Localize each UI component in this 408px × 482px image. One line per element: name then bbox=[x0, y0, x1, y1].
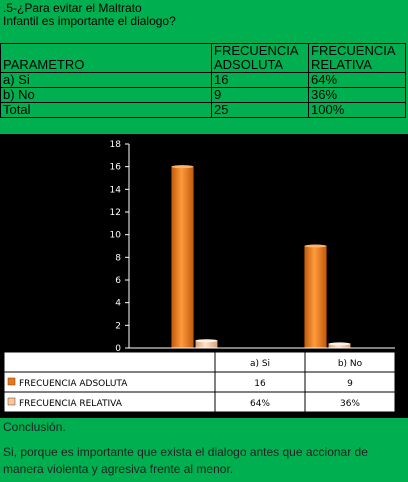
table-cell: 25 bbox=[211, 102, 309, 118]
table-cell: 9 bbox=[211, 87, 309, 103]
question-title: .5-¿Para evitar el Maltrato Infantil es … bbox=[3, 2, 176, 28]
header-frecuencia-relativa: FRECUENCIA RELATIVA bbox=[308, 43, 406, 73]
conclusion-text: Si, porque es importante que exista el d… bbox=[3, 445, 368, 476]
header-abs-line1: FRECUENCIA bbox=[214, 43, 299, 58]
bar-top bbox=[171, 165, 194, 169]
y-tick-label: 6 bbox=[115, 276, 121, 286]
table-row: a) Si 16 64% bbox=[0, 72, 406, 88]
frequency-table: PARAMETRO FRECUENCIA ADSOLUTA FRECUENCIA R… bbox=[0, 43, 406, 118]
table-cell: Total bbox=[0, 102, 212, 118]
y-tick-label: 0 bbox=[115, 344, 121, 354]
data-label: 64% bbox=[250, 399, 270, 409]
y-tick-label: 14 bbox=[110, 185, 122, 195]
table-header-row: PARAMETRO FRECUENCIA ADSOLUTA FRECUENCIA R… bbox=[0, 43, 406, 73]
table-cell: b) No bbox=[0, 87, 212, 103]
plot-area bbox=[129, 144, 395, 348]
y-tick-label: 4 bbox=[115, 299, 121, 309]
table-row: Total 25 100% bbox=[0, 102, 406, 118]
header-parametro: PARAMETRO bbox=[0, 43, 212, 73]
table-cell: 36% bbox=[308, 87, 406, 103]
bar-frecuencia-absoluta bbox=[171, 166, 194, 349]
category-label: a) Si bbox=[250, 359, 270, 369]
table-cell: 64% bbox=[308, 72, 406, 88]
data-label: 36% bbox=[340, 399, 360, 409]
bar-chart: 0 2 4 6 8 10 12 14 16 18 a) Si b) No FRECUENCIA ADSO… bbox=[0, 134, 408, 418]
header-rel-line2: RELATIVA bbox=[311, 57, 372, 72]
y-tick-label: 18 bbox=[110, 140, 122, 150]
question-line-2: Infantil es importante el dialogo? bbox=[3, 14, 176, 28]
bar-frecuencia-absoluta bbox=[304, 245, 327, 349]
question-line-1: .5-¿Para evitar el Maltrato bbox=[3, 1, 142, 15]
bar-top bbox=[328, 342, 351, 346]
table-cell: 16 bbox=[211, 72, 309, 88]
y-tick-label: 2 bbox=[115, 321, 121, 331]
bar-chart-svg: 0 2 4 6 8 10 12 14 16 18 a) Si b) No FRECUENCIA ADSO… bbox=[3, 140, 396, 413]
header-rel-line1: FRECUENCIA bbox=[311, 43, 396, 58]
table-cell: 100% bbox=[308, 102, 406, 118]
legend-swatch bbox=[7, 397, 16, 406]
data-label: 16 bbox=[254, 379, 266, 389]
data-table bbox=[3, 351, 396, 413]
legend-swatch bbox=[7, 377, 16, 386]
bar-top bbox=[304, 244, 327, 248]
legend-entry: FRECUENCIA RELATIVA bbox=[19, 399, 123, 409]
y-tick-label: 12 bbox=[110, 208, 121, 218]
header-abs-line2: ADSOLUTA bbox=[214, 57, 284, 72]
legend-entry: FRECUENCIA ADSOLUTA bbox=[19, 379, 128, 389]
header-frecuencia-absoluta: FRECUENCIA ADSOLUTA bbox=[211, 43, 309, 73]
category-label: b) No bbox=[338, 359, 363, 369]
conclusion-label: Conclusión. bbox=[3, 420, 66, 434]
table-cell: a) Si bbox=[0, 72, 212, 88]
table-row: b) No 9 36% bbox=[0, 87, 406, 103]
y-tick-label: 10 bbox=[110, 231, 122, 241]
y-tick-label: 8 bbox=[115, 253, 121, 263]
data-label: 9 bbox=[347, 379, 353, 389]
bar-top bbox=[195, 339, 218, 343]
y-tick-label: 16 bbox=[110, 163, 122, 173]
